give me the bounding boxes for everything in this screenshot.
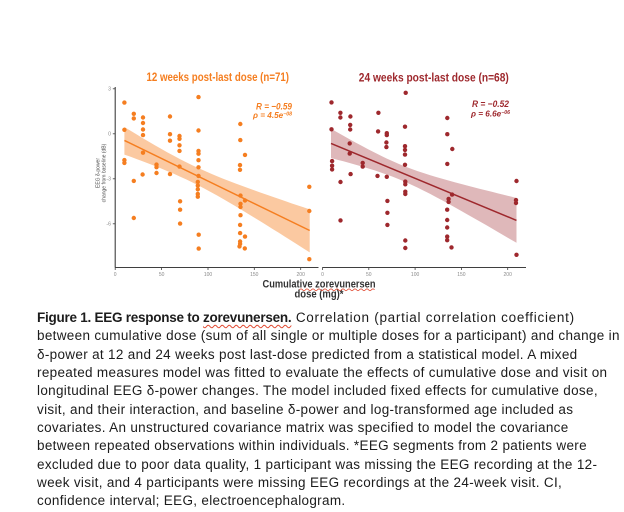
svg-text:ρ = 6.6e−06: ρ = 6.6e−06	[470, 110, 510, 119]
svg-text:R = −0.59: R = −0.59	[256, 101, 293, 112]
svg-text:R = −0.52: R = −0.52	[472, 98, 510, 109]
svg-text:0: 0	[108, 132, 111, 138]
svg-text:50: 50	[366, 272, 372, 278]
svg-text:50: 50	[159, 272, 165, 278]
svg-text:150: 150	[457, 272, 466, 278]
svg-text:dose (mg)*: dose (mg)*	[295, 289, 345, 301]
svg-text:200: 200	[297, 272, 306, 278]
svg-text:100: 100	[411, 272, 420, 278]
svg-text:ρ = 4.5e−08: ρ = 4.5e−08	[252, 111, 292, 120]
svg-text:200: 200	[504, 272, 513, 278]
svg-text:0: 0	[114, 272, 117, 278]
svg-text:3: 3	[108, 87, 111, 93]
svg-text:Cumulative zorevunersen: Cumulative zorevunersen	[263, 279, 376, 291]
svg-text:24 weeks post-last dose (n=68): 24 weeks post-last dose (n=68)	[359, 71, 509, 85]
svg-text:12 weeks post-last dose (n=71): 12 weeks post-last dose (n=71)	[147, 70, 290, 84]
svg-text:EEG δ-power: EEG δ-power	[96, 158, 102, 188]
svg-text:change from baseline (dB): change from baseline (dB)	[101, 143, 107, 202]
svg-text:0: 0	[321, 272, 324, 278]
svg-text:-6: -6	[106, 222, 111, 228]
svg-text:-3: -3	[106, 177, 111, 183]
svg-text:100: 100	[204, 272, 213, 278]
svg-text:150: 150	[250, 272, 259, 278]
